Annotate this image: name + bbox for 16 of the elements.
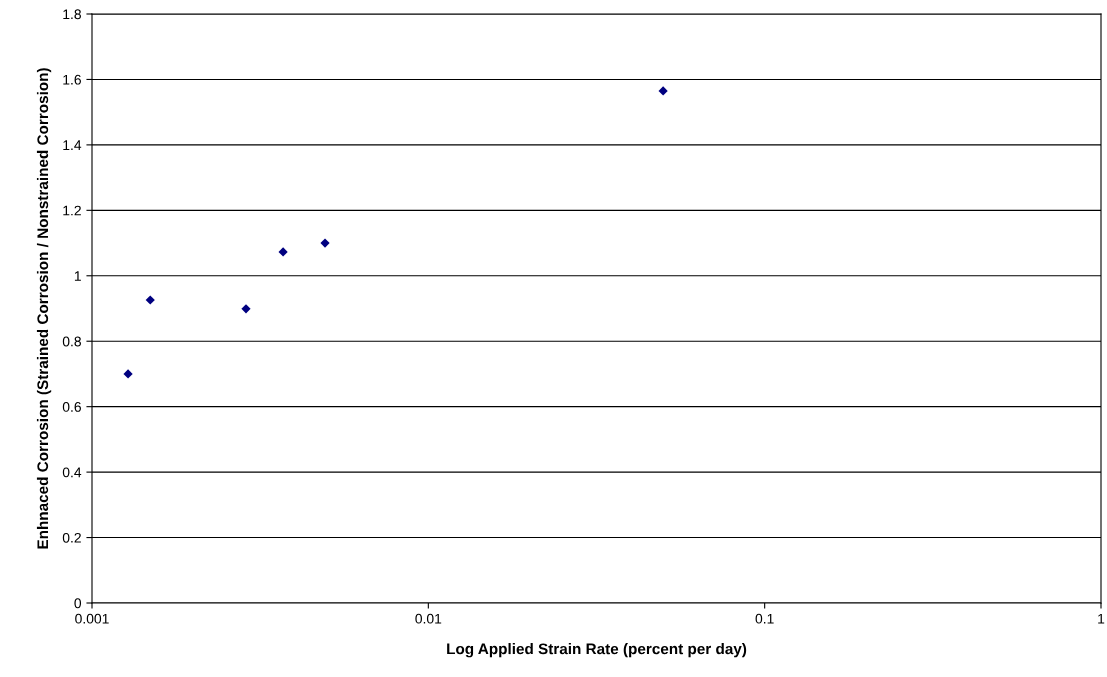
y-tick-label: 0.2 [62,532,81,543]
y-tick-label: 1.8 [63,9,81,20]
y-tick-label: 1.6 [63,74,81,85]
y-tick-label: 0.8 [62,336,81,347]
y-tick-label: 0.4 [62,467,82,478]
y-tick-label: 1.2 [63,205,81,216]
y-tick-label: 1.4 [63,140,82,150]
x-tick-label: 0.01 [415,613,442,624]
x-axis-title: Log Applied Strain Rate (percent per day) [447,643,747,658]
y-tick-label: 1 [74,271,81,281]
y-tick-label: 0 [74,598,82,609]
x-tick-label: 0.001 [75,613,109,624]
x-tick-label: 0.1 [755,613,774,624]
x-tick-label: 1 [1098,613,1105,624]
y-tick-label: 0.6 [62,402,81,412]
y-axis-title: Enhnaced Corrosion (Strained Corrosion / Nonstrained Corrosion) [36,68,52,549]
